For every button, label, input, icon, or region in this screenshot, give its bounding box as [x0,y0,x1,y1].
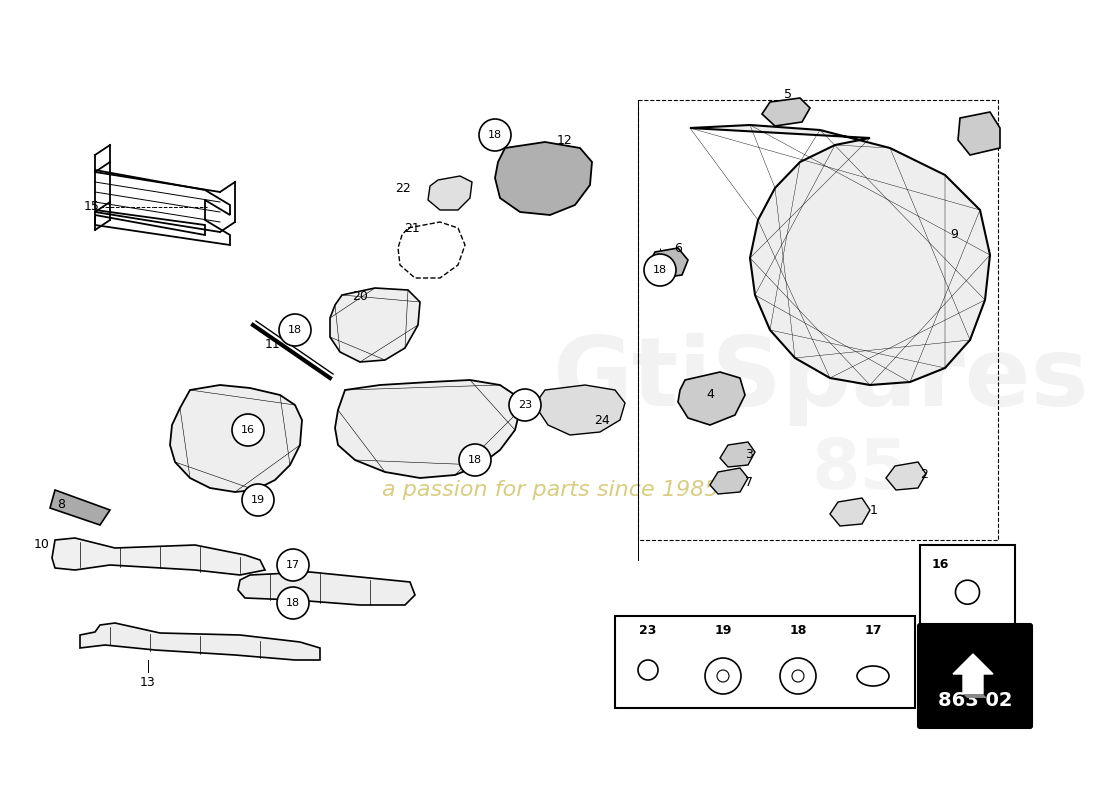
Text: a passion for parts since 1985: a passion for parts since 1985 [382,480,718,500]
Text: 1: 1 [870,503,878,517]
Text: 21: 21 [404,222,420,234]
Polygon shape [495,142,592,215]
Text: 18: 18 [488,130,502,140]
Text: 20: 20 [352,290,367,303]
Text: 3: 3 [745,449,752,462]
Circle shape [478,119,512,151]
Circle shape [277,549,309,581]
Text: 2: 2 [920,469,928,482]
Polygon shape [52,538,265,575]
Text: 23: 23 [639,623,657,637]
Text: 11: 11 [264,338,280,351]
Text: 863 02: 863 02 [937,690,1012,710]
Polygon shape [953,654,993,694]
FancyBboxPatch shape [918,624,1032,728]
Polygon shape [830,498,870,526]
Text: 18: 18 [468,455,482,465]
Polygon shape [538,385,625,435]
Circle shape [279,314,311,346]
Polygon shape [330,288,420,362]
Text: 16: 16 [241,425,255,435]
Text: 23: 23 [518,400,532,410]
Text: 6: 6 [674,242,682,254]
Polygon shape [958,112,1000,155]
Text: 22: 22 [395,182,411,194]
Text: 10: 10 [34,538,50,551]
Polygon shape [428,176,472,210]
Polygon shape [720,442,755,467]
Circle shape [644,254,676,286]
Text: 5: 5 [784,89,792,102]
Text: 17: 17 [865,623,882,637]
Circle shape [459,444,491,476]
Polygon shape [690,125,990,385]
Text: 13: 13 [140,675,156,689]
Polygon shape [762,98,810,126]
Polygon shape [170,385,302,492]
Polygon shape [678,372,745,425]
Text: 18: 18 [286,598,300,608]
Text: 18: 18 [653,265,667,275]
Text: 7: 7 [745,477,754,490]
Polygon shape [80,623,320,660]
Bar [920,545,1015,633]
Text: 8: 8 [57,498,65,511]
Circle shape [277,587,309,619]
Circle shape [232,414,264,446]
Text: GtiSpares: GtiSpares [552,334,1088,426]
Text: 18: 18 [790,623,806,637]
Text: 19: 19 [714,623,732,637]
Circle shape [242,484,274,516]
Text: 16: 16 [932,558,949,571]
Polygon shape [710,468,748,494]
Text: 85: 85 [812,437,909,503]
Polygon shape [238,572,415,605]
Text: 19: 19 [251,495,265,505]
Polygon shape [962,694,987,698]
Text: 4: 4 [706,389,714,402]
Text: 9: 9 [950,229,958,242]
Text: 24: 24 [594,414,609,426]
Polygon shape [50,490,110,525]
Text: 15: 15 [84,201,100,214]
Polygon shape [648,248,688,278]
Polygon shape [336,380,520,478]
Bar [615,616,915,708]
Text: 17: 17 [286,560,300,570]
Polygon shape [886,462,926,490]
Text: 18: 18 [288,325,302,335]
Text: 12: 12 [557,134,573,146]
Circle shape [509,389,541,421]
